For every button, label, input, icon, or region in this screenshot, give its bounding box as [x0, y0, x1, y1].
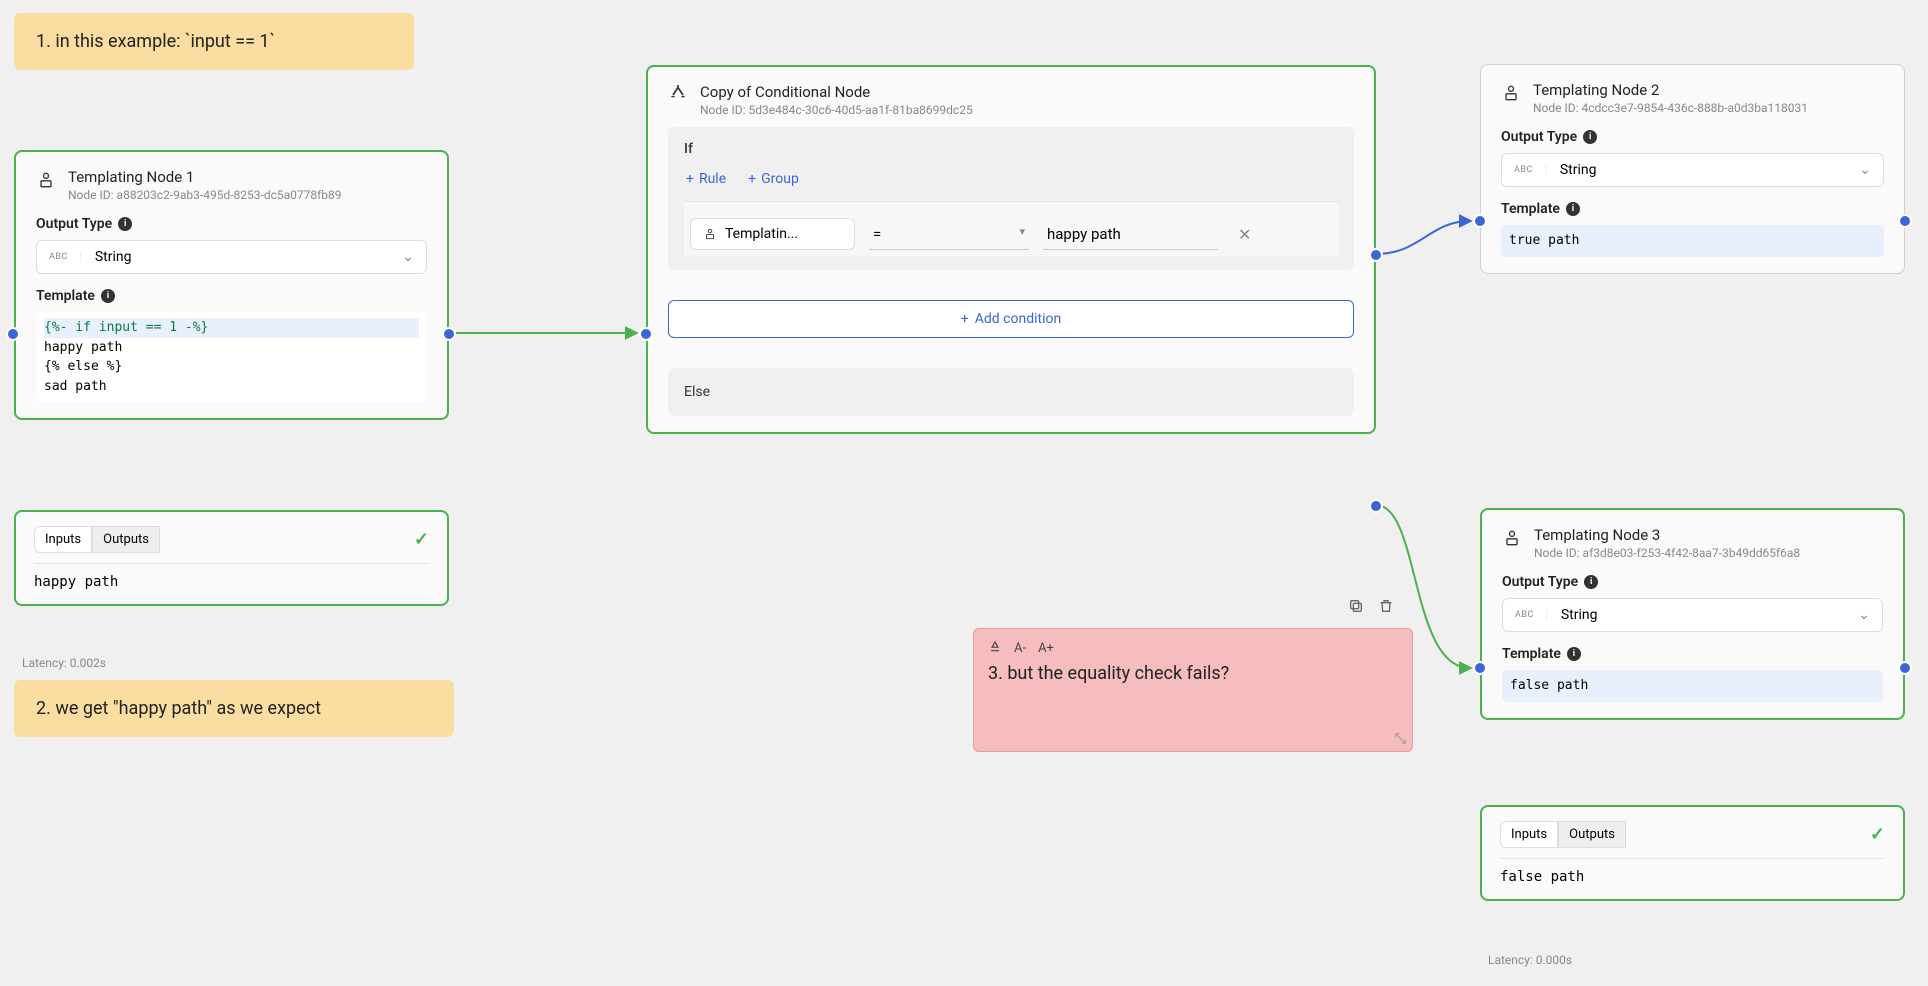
node-id: Node ID: a88203c2-9ab3-495d-8253-dc5a077… — [68, 188, 342, 202]
template-icon — [36, 170, 56, 190]
latency-label: Latency: 0.000s — [1488, 953, 1572, 967]
output-type-select[interactable]: ABC String ⌄ — [1502, 598, 1883, 632]
rule-value-input[interactable]: happy path — [1043, 219, 1218, 250]
chevron-down-icon: ⌄ — [1859, 162, 1871, 178]
info-icon[interactable]: i — [1567, 647, 1581, 661]
rule-row: Templatin... =▾ happy path ✕ — [684, 201, 1338, 256]
template-icon — [703, 227, 717, 241]
template-code[interactable]: {%- if input == 1 -%}happy path {% else … — [36, 312, 427, 402]
output-type-label: Output Typei — [36, 216, 427, 232]
tab-outputs[interactable]: Outputs — [1558, 821, 1626, 848]
template-label: Templatei — [1501, 201, 1884, 217]
rule-source-select[interactable]: Templatin... — [690, 218, 855, 250]
node-title: Templating Node 3 — [1534, 526, 1800, 544]
add-condition-button[interactable]: +Add condition — [668, 300, 1354, 338]
input-port[interactable] — [1473, 214, 1487, 228]
success-check-icon: ✓ — [1870, 824, 1885, 845]
branch-icon — [668, 85, 688, 105]
node-title: Copy of Conditional Node — [700, 83, 973, 101]
input-port[interactable] — [639, 327, 653, 341]
template-code[interactable]: true path — [1501, 225, 1884, 257]
latency-label: Latency: 0.002s — [22, 656, 106, 670]
templating-node-1[interactable]: Templating Node 1 Node ID: a88203c2-9ab3… — [14, 150, 449, 420]
conditional-node[interactable]: Copy of Conditional Node Node ID: 5d3e48… — [646, 65, 1376, 434]
output-port[interactable] — [1898, 661, 1912, 675]
input-port[interactable] — [1473, 661, 1487, 675]
node-id: Node ID: af3d8e03-f253-4f42-8aa7-3b49dd6… — [1534, 546, 1800, 560]
templating-node-3[interactable]: Templating Node 3 Node ID: af3d8e03-f253… — [1480, 508, 1905, 720]
chevron-down-icon: ⌄ — [1858, 607, 1870, 623]
template-icon — [1501, 83, 1521, 103]
string-type-icon: ABC — [49, 252, 81, 262]
remove-rule-icon[interactable]: ✕ — [1238, 225, 1251, 244]
node-title: Templating Node 2 — [1533, 81, 1808, 99]
success-check-icon: ✓ — [414, 529, 429, 550]
results-panel-node-1: Inputs Outputs ✓ happy path — [14, 510, 449, 606]
results-panel-node-3: Inputs Outputs ✓ false path — [1480, 805, 1905, 901]
output-value: happy path — [34, 574, 429, 590]
annotation-note-2: 2. we get "happy path" as we expect — [14, 680, 454, 737]
if-label: If — [684, 141, 1338, 157]
rule-operator-select[interactable]: =▾ — [869, 219, 1029, 250]
string-type-icon: ABC — [1514, 165, 1546, 175]
if-block: If +Rule +Group Templatin... =▾ happy pa… — [668, 127, 1354, 270]
node-title: Templating Node 1 — [68, 168, 342, 186]
output-value: false path — [1500, 869, 1885, 885]
font-decrease-button[interactable]: A- — [1014, 641, 1026, 656]
node-id: Node ID: 4cdcc3e7-9854-436c-888b-a0d3ba1… — [1533, 101, 1808, 115]
input-port[interactable] — [6, 327, 20, 341]
resize-handle-icon[interactable]: ⤡ — [1395, 731, 1406, 747]
output-type-label: Output Typei — [1501, 129, 1884, 145]
plus-icon: + — [961, 311, 969, 327]
info-icon[interactable]: i — [1566, 202, 1580, 216]
fill-icon[interactable] — [988, 639, 1002, 657]
output-type-label: Output Typei — [1502, 574, 1883, 590]
font-increase-button[interactable]: A+ — [1038, 641, 1054, 656]
note-toolbar: A- A+ — [988, 639, 1398, 657]
info-icon[interactable]: i — [1583, 130, 1597, 144]
tab-outputs[interactable]: Outputs — [92, 526, 160, 553]
output-type-select[interactable]: ABC String ⌄ — [36, 240, 427, 274]
annotation-note-3[interactable]: A- A+ 3. but the equality check fails? ⤡ — [973, 628, 1413, 752]
output-port[interactable] — [1898, 214, 1912, 228]
node-id: Node ID: 5d3e484c-30c6-40d5-aa1f-81ba869… — [700, 103, 973, 117]
workflow-canvas[interactable]: { "notes": { "n1": "1. in this example: … — [0, 0, 1928, 986]
template-icon — [1502, 528, 1522, 548]
info-icon[interactable]: i — [1584, 575, 1598, 589]
output-type-select[interactable]: ABC String ⌄ — [1501, 153, 1884, 187]
if-output-port[interactable] — [1369, 248, 1383, 262]
add-group-button[interactable]: +Group — [748, 171, 799, 187]
note-text: 2. we get "happy path" as we expect — [36, 698, 321, 719]
info-icon[interactable]: i — [101, 289, 115, 303]
string-type-icon: ABC — [1515, 610, 1547, 620]
else-output-port[interactable] — [1369, 499, 1383, 513]
copy-icon[interactable] — [1348, 598, 1364, 618]
tab-inputs[interactable]: Inputs — [1500, 821, 1558, 848]
chevron-down-icon: ⌄ — [402, 249, 414, 265]
chevron-down-icon: ▾ — [1019, 225, 1025, 238]
tab-inputs[interactable]: Inputs — [34, 526, 92, 553]
note-text: 3. but the equality check fails? — [988, 663, 1398, 684]
template-label: Templatei — [36, 288, 427, 304]
output-port[interactable] — [442, 327, 456, 341]
divider — [34, 563, 429, 564]
template-code[interactable]: false path — [1502, 670, 1883, 702]
note-text: 1. in this example: `input == 1` — [36, 31, 275, 52]
template-label: Templatei — [1502, 646, 1883, 662]
add-rule-button[interactable]: +Rule — [686, 171, 726, 187]
node-actions — [1348, 598, 1394, 618]
else-block: Else — [668, 368, 1354, 416]
delete-icon[interactable] — [1378, 598, 1394, 618]
info-icon[interactable]: i — [118, 217, 132, 231]
divider — [1500, 858, 1885, 859]
templating-node-2[interactable]: Templating Node 2 Node ID: 4cdcc3e7-9854… — [1480, 64, 1905, 274]
annotation-note-1: 1. in this example: `input == 1` — [14, 13, 414, 70]
